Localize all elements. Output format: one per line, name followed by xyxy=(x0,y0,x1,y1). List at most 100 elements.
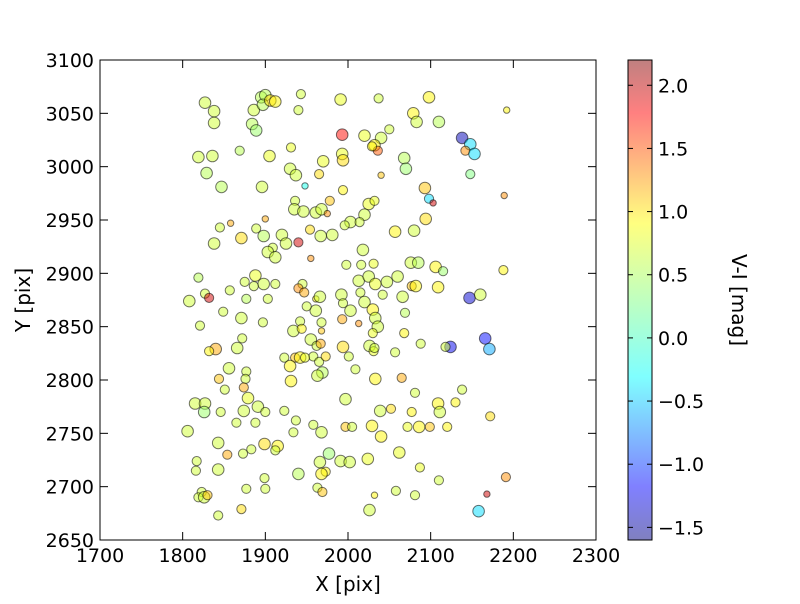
colorbar-tick-label: 0.0 xyxy=(658,328,688,350)
colorbar-tick-label: 1.5 xyxy=(658,138,688,160)
data-point xyxy=(363,503,376,517)
points-layer xyxy=(181,88,511,521)
data-point xyxy=(237,333,248,344)
data-point xyxy=(290,415,301,426)
data-point xyxy=(261,215,269,223)
data-point xyxy=(214,222,225,233)
data-point xyxy=(234,145,245,156)
data-point xyxy=(211,463,225,476)
data-point xyxy=(393,446,406,459)
data-point xyxy=(204,292,215,303)
data-point xyxy=(317,327,326,335)
data-point xyxy=(226,219,235,227)
data-point xyxy=(238,382,249,393)
data-point xyxy=(241,391,255,405)
data-point xyxy=(257,317,268,328)
data-point xyxy=(409,387,421,398)
data-point xyxy=(299,352,311,363)
data-point xyxy=(314,169,325,180)
data-point xyxy=(397,151,411,165)
data-point xyxy=(424,421,435,432)
data-point xyxy=(356,243,370,257)
data-point xyxy=(320,351,331,362)
y-tick-label: 2650 xyxy=(46,530,94,552)
data-point xyxy=(190,465,201,476)
data-point xyxy=(370,491,379,499)
data-point xyxy=(191,456,202,467)
data-point xyxy=(237,404,251,418)
data-point xyxy=(358,129,371,142)
colorbar-tick-label: 2.0 xyxy=(658,75,688,97)
data-point xyxy=(222,362,236,375)
data-point xyxy=(260,406,271,418)
data-point xyxy=(500,472,511,483)
data-point xyxy=(297,205,310,218)
data-point xyxy=(248,281,259,292)
data-point xyxy=(339,392,352,406)
data-point xyxy=(263,149,276,163)
colorbar-ticks: −1.5 −1.0 −0.5 0.0 0.5 1.0 1.5 2.0 xyxy=(628,75,704,539)
data-point xyxy=(314,356,325,367)
data-point xyxy=(442,421,453,432)
y-tick-label: 2900 xyxy=(46,263,94,285)
data-point xyxy=(326,228,339,242)
data-point xyxy=(206,149,219,163)
data-point xyxy=(301,182,309,190)
data-point xyxy=(390,347,401,358)
data-point xyxy=(257,229,271,243)
data-point xyxy=(249,124,263,137)
data-point xyxy=(396,372,407,383)
data-point xyxy=(279,237,293,250)
data-point xyxy=(181,424,194,438)
x-tick-label: 2200 xyxy=(489,545,537,567)
y-tick-label: 3000 xyxy=(46,157,94,179)
data-point xyxy=(415,338,426,349)
data-point xyxy=(409,279,423,293)
data-point xyxy=(347,421,358,432)
data-point xyxy=(309,304,323,318)
data-point xyxy=(279,405,290,416)
data-point xyxy=(257,277,271,291)
y-tick-label: 2950 xyxy=(46,210,94,232)
data-point xyxy=(317,486,328,498)
y-tick-label: 3100 xyxy=(46,50,94,72)
data-point xyxy=(314,229,328,243)
data-point xyxy=(354,217,365,228)
data-point xyxy=(407,224,421,237)
data-point xyxy=(355,319,363,328)
colorbar-tick-label: −1.0 xyxy=(658,454,704,476)
data-point xyxy=(288,427,299,438)
data-point xyxy=(193,272,204,283)
data-point xyxy=(336,340,350,354)
data-point xyxy=(215,406,226,418)
data-point xyxy=(419,212,433,226)
data-point xyxy=(503,106,511,114)
x-tick-label: 1800 xyxy=(158,545,206,567)
data-point xyxy=(219,384,230,395)
data-point xyxy=(367,328,378,339)
data-point xyxy=(396,290,409,304)
data-point xyxy=(377,289,388,300)
y-tick-label: 2750 xyxy=(46,423,94,445)
data-point xyxy=(365,419,379,433)
data-point xyxy=(406,406,417,418)
data-point xyxy=(270,445,281,456)
data-point xyxy=(478,332,492,345)
data-point xyxy=(202,490,213,501)
data-point xyxy=(483,490,491,498)
data-point xyxy=(343,351,354,362)
x-axis-label: X [pix] xyxy=(315,572,381,596)
data-point xyxy=(211,436,225,450)
data-point xyxy=(409,490,421,501)
data-point xyxy=(322,447,336,460)
data-point xyxy=(431,280,445,294)
data-point xyxy=(485,411,496,422)
data-point xyxy=(316,317,327,328)
data-point xyxy=(316,155,330,168)
data-point xyxy=(399,328,410,339)
y-tick-label: 2800 xyxy=(46,370,94,392)
data-point xyxy=(377,171,385,179)
data-point xyxy=(465,169,476,180)
x-tick-label: 2300 xyxy=(572,545,620,567)
